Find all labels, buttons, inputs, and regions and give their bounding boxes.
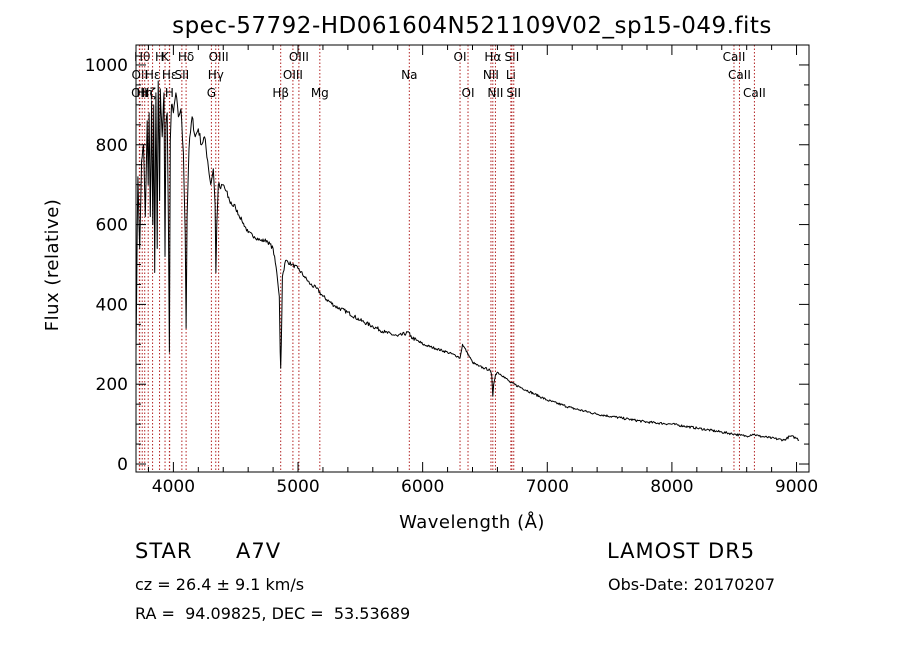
x-tick-label: 6000: [401, 477, 444, 497]
object-type: STAR: [135, 539, 193, 563]
spectral-line-label: Hε: [145, 68, 161, 82]
x-tick-label: 8000: [650, 477, 693, 497]
y-tick-label: 600: [96, 216, 128, 236]
spectral-line-label: Hβ: [272, 86, 289, 100]
observation-date: Obs-Date: 20170207: [608, 575, 776, 594]
plot-frame: [135, 44, 810, 473]
x-tick-label: 4000: [152, 477, 195, 497]
spectral-line-label: Hθ: [134, 50, 150, 64]
spectral-line-label: OIII: [289, 50, 309, 64]
y-tick-label: 1000: [85, 56, 128, 76]
spectral-line-label: Na: [401, 68, 417, 82]
spectral-subclass: A7V: [236, 539, 282, 563]
spectral-line-label: OII: [131, 86, 148, 100]
spectral-lines: OIIOIIHθHηHζHεHKHHεSIIHδGHγOIIIHβOIIIOII…: [131, 45, 766, 472]
spectral-line-label: H: [155, 50, 164, 64]
y-tick-label: 200: [96, 375, 128, 395]
spectral-line-label: SII: [506, 86, 521, 100]
spectral-line-label: G: [207, 86, 216, 100]
spectral-line-label: Hε: [162, 68, 178, 82]
spectral-line-label: K: [161, 50, 170, 64]
x-tick-label: 5000: [276, 477, 319, 497]
y-tick-label: 0: [117, 455, 128, 475]
spectral-line-label: Hδ: [178, 50, 194, 64]
spectral-line-label: Hη: [136, 86, 153, 100]
spectral-line-label: H: [165, 86, 174, 100]
x-tick-label: 7000: [526, 477, 569, 497]
spectral-line-label: CaII: [723, 50, 746, 64]
spectral-line-label: Hα: [484, 50, 501, 64]
survey-name: LAMOST DR5: [607, 539, 756, 563]
spectral-line-label: NII: [487, 86, 503, 100]
spectral-line-label: OI: [454, 50, 467, 64]
spectral-line-label: NII: [483, 68, 499, 82]
spectrum-series: [135, 80, 800, 442]
spectral-line-label: SII: [175, 68, 190, 82]
spectral-line-label: OIII: [209, 50, 229, 64]
spectral-line-label: Hζ: [140, 86, 156, 100]
spectral-line-label: CaII: [728, 68, 751, 82]
spectral-line-label: Hγ: [208, 68, 224, 82]
y-tick-label: 800: [96, 136, 128, 156]
spectral-line-label: SII: [505, 50, 520, 64]
spectral-line-label: OIII: [283, 68, 303, 82]
x-axis-label: Wavelength (Å): [399, 511, 545, 533]
spectral-line-label: Mg: [311, 86, 329, 100]
spectral-line-label: Li: [506, 68, 516, 82]
spectral-line-label: OI: [462, 86, 475, 100]
redshift-readout: cz = 26.4 ± 9.1 km/s: [135, 575, 305, 594]
chart-title: spec-57792-HD061604N521109V02_sp15-049.f…: [172, 13, 772, 39]
x-tick-label: 9000: [775, 477, 818, 497]
axis-ticks: 4000 5000 6000 7000 8000 9000 0 200 400 600 800 100…: [85, 44, 818, 497]
coordinates-readout: RA = 94.09825, DEC = 53.53689: [135, 604, 411, 623]
y-tick-label: 400: [96, 295, 128, 315]
spectrum-line: [135, 80, 800, 442]
spectral-line-label: CaII: [743, 86, 766, 100]
y-axis-label: Flux (relative): [42, 199, 63, 332]
